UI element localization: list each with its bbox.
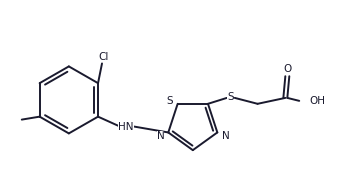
Text: S: S [227, 92, 234, 102]
Text: S: S [166, 96, 173, 106]
Text: Cl: Cl [99, 52, 109, 62]
Text: N: N [222, 131, 230, 141]
Text: HN: HN [118, 122, 134, 131]
Text: OH: OH [309, 96, 325, 106]
Text: N: N [157, 131, 164, 141]
Text: O: O [283, 64, 292, 74]
